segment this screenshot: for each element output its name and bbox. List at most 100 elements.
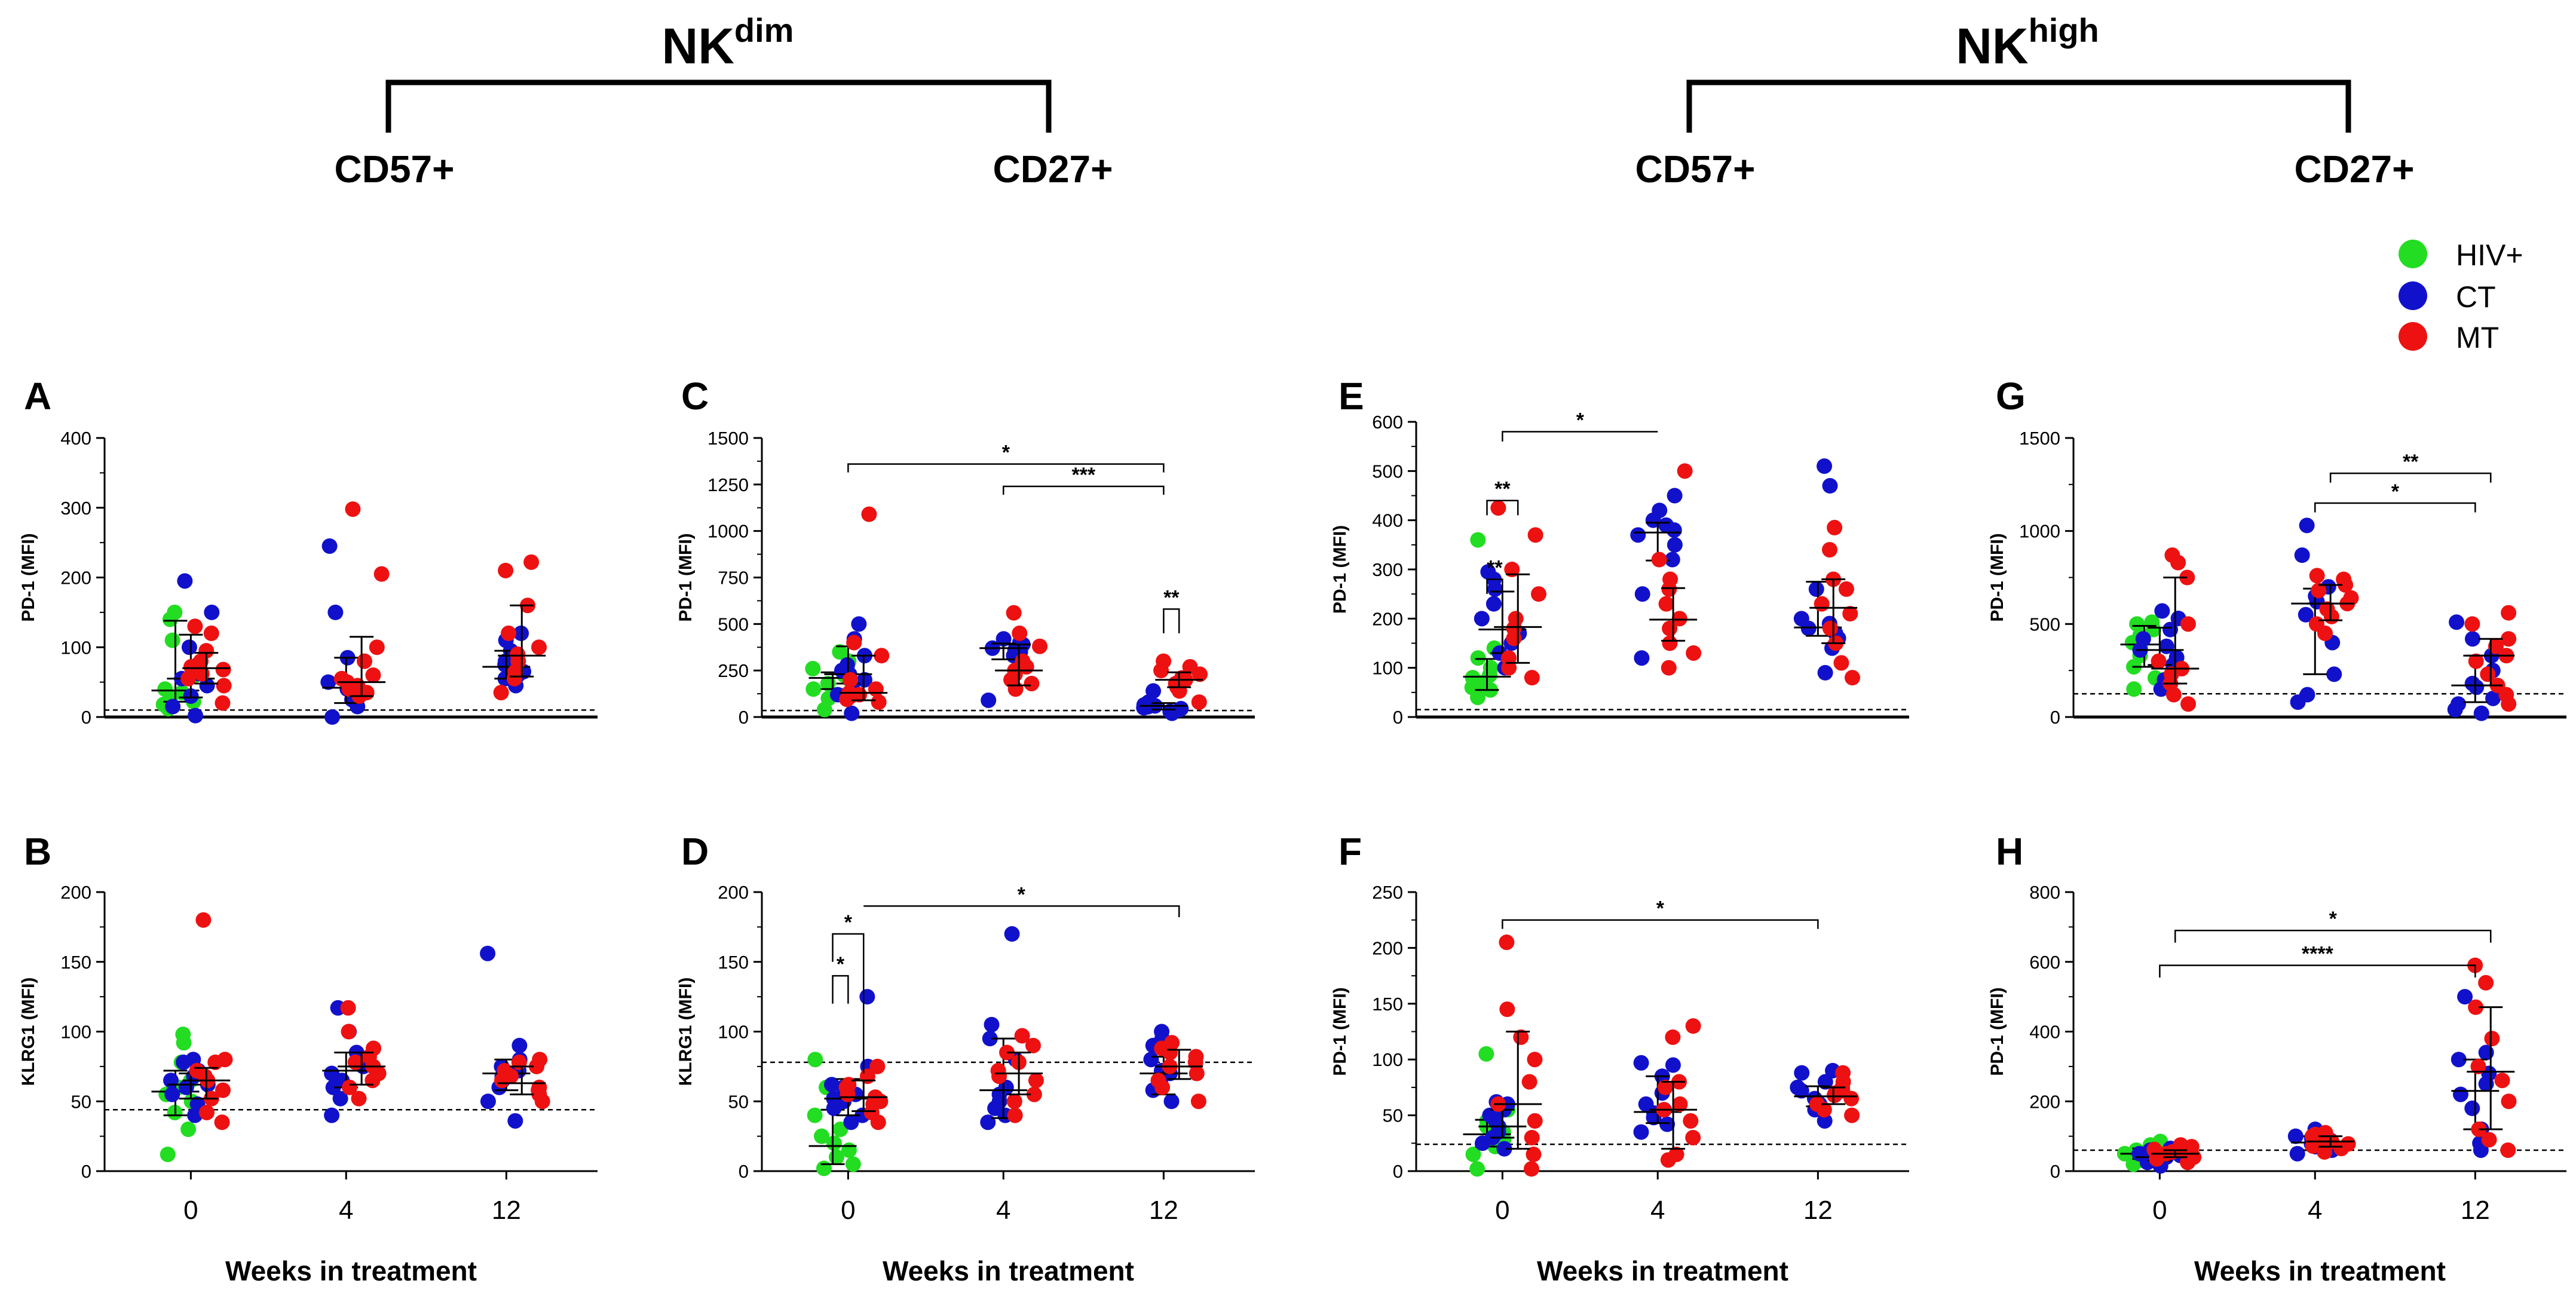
- data-point-b-6-9: [532, 1052, 548, 1068]
- data-point-b-5-9: [480, 945, 496, 961]
- data-point-d-0-7: [807, 1107, 823, 1123]
- data-point-c-2-0: [871, 694, 887, 710]
- data-point-d-6-6: [1188, 1049, 1204, 1065]
- y-axis-label-g: PD-1 (MFI): [1987, 533, 2007, 621]
- y-tick-label-h-2: 400: [2029, 1022, 2060, 1043]
- data-point-e-4-1: [1686, 645, 1702, 661]
- data-point-a-6-0: [493, 685, 509, 701]
- y-tick-label-c-4: 1000: [707, 521, 749, 542]
- data-point-h-6-6: [2484, 1031, 2500, 1047]
- legend: HIV+ CT MT: [2399, 238, 2523, 354]
- data-point-h-6-0: [2500, 1142, 2516, 1158]
- data-point-g-5-3: [2485, 690, 2501, 706]
- y-axis-label-c: PD-1 (MFI): [676, 533, 696, 621]
- legend-label-hiv: HIV+: [2456, 238, 2523, 272]
- data-point-e-5-9: [1817, 458, 1833, 474]
- data-point-f-5-0: [1817, 1113, 1833, 1129]
- significance-bracket-c-1: [1003, 485, 1165, 495]
- data-point-g-2-7: [2179, 569, 2195, 586]
- data-point-a-1-8: [204, 604, 220, 620]
- data-point-a-6-6: [501, 625, 517, 641]
- data-point-b-5-0: [507, 1113, 523, 1129]
- data-point-e-3-6: [1658, 517, 1674, 533]
- data-point-b-4-0: [351, 1090, 367, 1107]
- data-point-b-4-7: [366, 1040, 382, 1056]
- data-point-a-3-6: [320, 674, 336, 690]
- data-point-b-5-1: [480, 1093, 496, 1110]
- data-point-a-3-0: [324, 709, 341, 725]
- data-point-d-5-0: [1163, 1093, 1180, 1110]
- data-point-e-3-0: [1634, 650, 1650, 666]
- x-axis-d: 0 4 12 Weeks in treatment: [762, 1170, 1255, 1286]
- data-point-e-2-9: [1490, 500, 1506, 516]
- significance-bracket-d-0: [832, 975, 849, 1004]
- data-point-f-1-6: [1482, 1107, 1498, 1123]
- data-point-d-4-9: [1014, 1028, 1030, 1044]
- panel-letter-f: F: [1338, 830, 1362, 873]
- data-point-b-1-5: [163, 1073, 179, 1089]
- y-tick-label-c-6: 1500: [707, 428, 749, 449]
- data-point-b-6-6: [497, 1062, 513, 1079]
- data-point-e-0-4: [1465, 670, 1481, 686]
- y-tick-label-d-3: 150: [718, 952, 749, 973]
- group-title-nkhigh: NKhigh: [1956, 11, 2099, 74]
- significance-label-d-0: *: [837, 953, 845, 976]
- data-point-c-2-9: [861, 506, 877, 522]
- data-point-g-6-6: [2488, 638, 2504, 654]
- data-point-a-1-7: [181, 639, 197, 655]
- data-point-g-1-7: [2163, 621, 2179, 638]
- significance-label-e-0: **: [1487, 556, 1503, 579]
- data-point-a-4-10: [345, 501, 361, 517]
- data-point-g-6-7: [2501, 631, 2517, 647]
- y-tick-label-f-3: 150: [1372, 994, 1403, 1015]
- x-axis-f: 0 4 12 Weeks in treatment: [1416, 1170, 1909, 1286]
- panel-letter-b: B: [24, 830, 51, 873]
- data-point-b-4-1: [342, 1079, 358, 1095]
- x-tick-label-f-0: 0: [1495, 1196, 1509, 1225]
- data-point-f-6-2: [1809, 1096, 1825, 1112]
- y-tick-label-g-0: 0: [2050, 707, 2060, 728]
- data-point-e-6-9: [1827, 520, 1843, 536]
- group-title-nkdim: NKdim: [662, 11, 794, 74]
- panel-b: B 0 4 12 Weeks in treatment 0 50 100 150 200 KLRG1…: [19, 830, 598, 1286]
- y-tick-label-c-0: 0: [739, 707, 749, 728]
- data-point-g-5-0: [2473, 705, 2489, 721]
- y-tick-label-e-2: 200: [1372, 608, 1403, 629]
- significance-bracket-d-1: [832, 933, 865, 1074]
- data-point-h-5-9: [2457, 989, 2473, 1005]
- data-point-g-4-5: [2343, 590, 2359, 606]
- y-tick-label-f-2: 100: [1372, 1049, 1403, 1070]
- data-point-b-3-4: [324, 1065, 340, 1081]
- y-tick-label-c-1: 250: [718, 660, 749, 681]
- data-point-e-6-5: [1814, 596, 1830, 612]
- significance-bracket-e-1: [1486, 500, 1519, 516]
- data-point-c-0-8: [805, 661, 821, 677]
- data-point-d-3-5: [998, 1079, 1014, 1095]
- data-point-g-6-8: [2464, 616, 2480, 632]
- data-point-d-3-9: [1004, 926, 1020, 942]
- data-point-c-4-9: [1006, 605, 1022, 621]
- data-point-h-6-5: [2470, 1058, 2486, 1074]
- legend-label-mt: MT: [2456, 321, 2499, 354]
- data-point-e-3-9: [1667, 488, 1683, 504]
- data-point-e-2-5: [1508, 611, 1524, 627]
- legend-marker-hiv: [2399, 240, 2427, 268]
- panel-letter-h: H: [1996, 830, 2023, 873]
- y-axis-label-h: PD-1 (MFI): [1987, 987, 2007, 1076]
- data-point-a-0-7: [164, 632, 180, 648]
- data-point-b-2-8: [217, 1052, 233, 1068]
- data-point-b-5-8: [511, 1037, 528, 1053]
- group-bracket-nkdim: [385, 79, 1052, 133]
- significance-label-g-1: *: [2391, 480, 2400, 503]
- data-point-c-4-7: [1032, 638, 1048, 654]
- data-point-g-3-9: [2299, 517, 2315, 534]
- data-point-b-2-3: [215, 1082, 231, 1098]
- y-axis-label-b: KLRG1 (MFI): [19, 978, 38, 1086]
- data-point-e-6-6: [1838, 581, 1854, 597]
- x-tick-label-b-0: 0: [183, 1196, 198, 1225]
- x-tick-label-d-1: 4: [996, 1196, 1010, 1225]
- data-point-f-4-6: [1657, 1079, 1673, 1095]
- data-point-e-2-8: [1527, 527, 1543, 543]
